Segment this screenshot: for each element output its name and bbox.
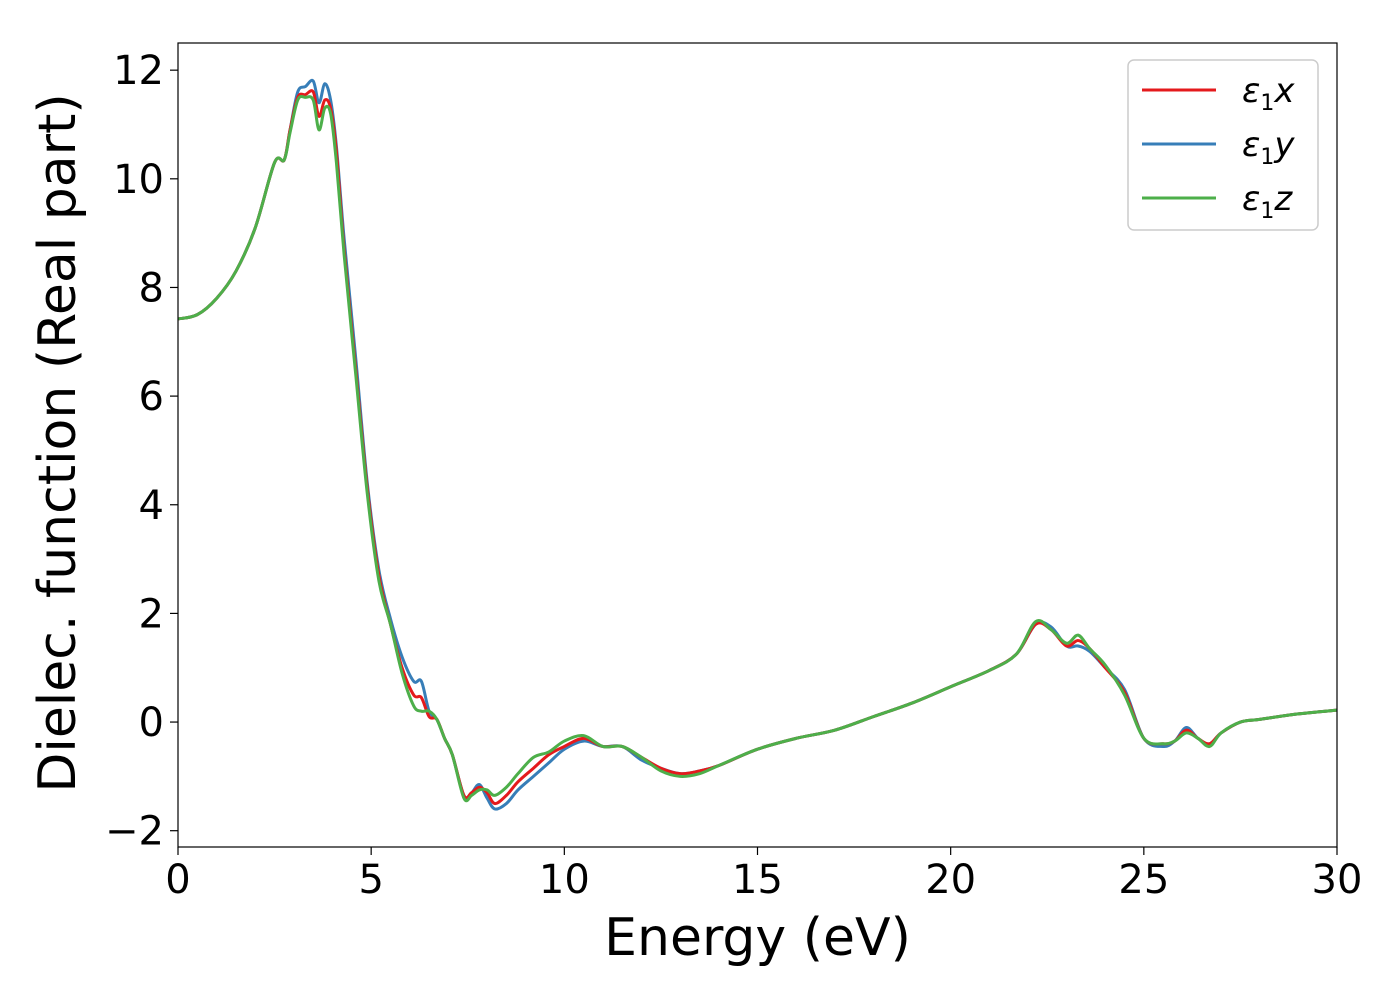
legend-label-x: ε1x: [1242, 71, 1295, 116]
y-tick-label: 6: [139, 374, 164, 420]
x-tick-label: 30: [1312, 857, 1363, 903]
legend-box: [1127, 59, 1319, 231]
y-tick-label: 8: [139, 265, 164, 311]
y-axis-title: Dielec. function (Real part): [28, 93, 88, 792]
legend-label-z: ε1z: [1242, 179, 1293, 224]
x-tick-label: 5: [358, 857, 383, 903]
y-tick-label: 4: [139, 483, 164, 529]
x-tick-label: 25: [1118, 857, 1169, 903]
x-axis-title: Energy (eV): [604, 908, 911, 968]
series-layer: [178, 78, 1337, 811]
y-tick-label: 12: [113, 48, 164, 94]
series-line-x: [178, 89, 1337, 806]
y-tick-label: 10: [113, 157, 164, 203]
x-tick-label: 10: [539, 857, 590, 903]
y-tick-label: 2: [139, 591, 164, 637]
y-tick-label: −2: [105, 809, 164, 855]
legend: ε1x ε1y ε1z: [1127, 59, 1319, 231]
series-line-z: [178, 94, 1337, 803]
x-tick-label: 15: [732, 857, 783, 903]
y-tick-label: 0: [139, 700, 164, 746]
x-tick-label: 0: [165, 857, 190, 903]
x-tick-label: 20: [925, 857, 976, 903]
legend-label-y: ε1y: [1242, 125, 1295, 170]
